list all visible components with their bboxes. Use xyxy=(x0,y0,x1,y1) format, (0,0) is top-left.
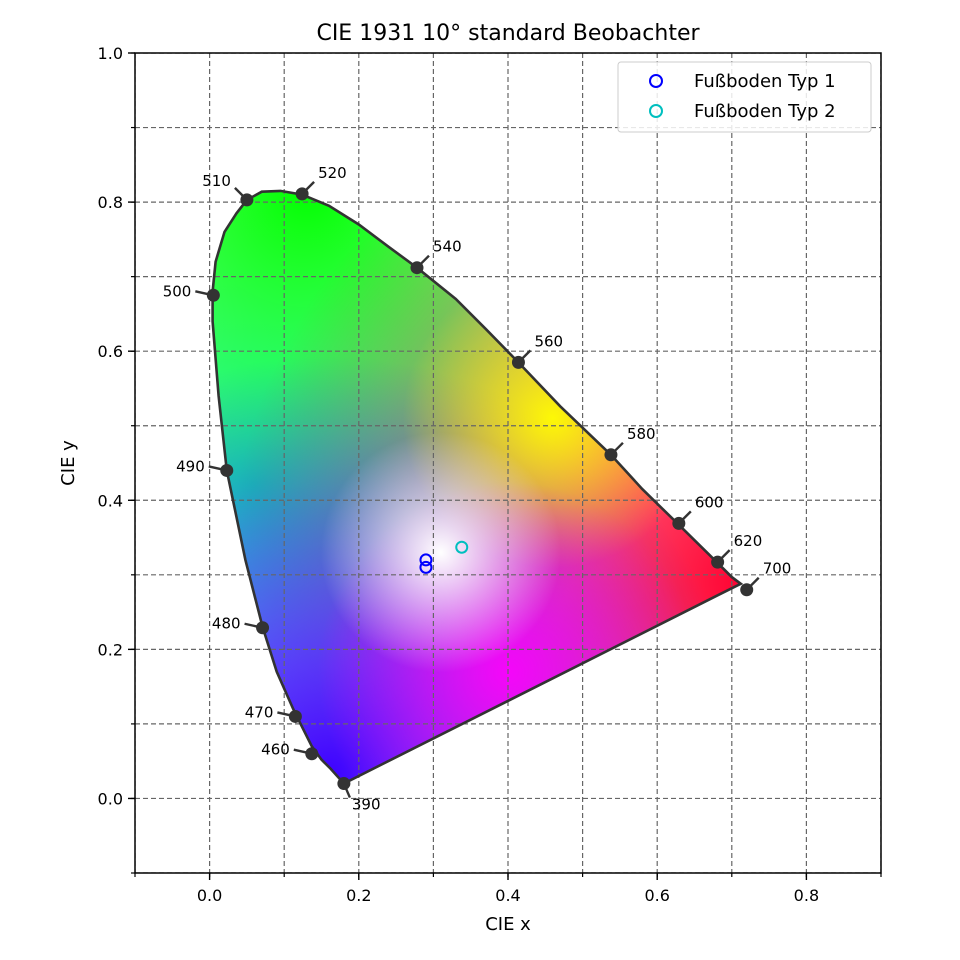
wavelength-marker: 480 xyxy=(212,615,270,635)
wavelength-label: 620 xyxy=(734,532,763,550)
legend-label-series-2: Fußboden Typ 2 xyxy=(694,101,836,122)
wavelength-dot xyxy=(220,463,234,477)
wavelength-marker: 540 xyxy=(410,238,462,275)
wavelength-label: 490 xyxy=(176,457,205,475)
wavelength-label: 390 xyxy=(352,796,381,814)
legend-frame xyxy=(617,61,872,133)
x-tick-label: 0.0 xyxy=(197,886,222,905)
wavelength-dot xyxy=(511,355,525,369)
legend-label-series-1: Fußboden Typ 1 xyxy=(694,71,836,92)
wavelength-marker: 500 xyxy=(163,282,220,302)
wavelength-dot xyxy=(206,288,220,302)
y-axis-label: CIE y xyxy=(58,440,79,486)
legend-marker-series-2 xyxy=(649,104,663,118)
x-axis: 0.0 0.2 0.4 0.6 0.8 xyxy=(134,873,882,905)
wavelength-marker: 580 xyxy=(604,425,656,462)
wavelength-label: 580 xyxy=(627,425,656,443)
data-points xyxy=(419,540,469,574)
wavelength-label: 520 xyxy=(318,164,347,182)
wavelength-label: 510 xyxy=(202,172,231,190)
y-axis: 0.0 0.2 0.4 0.6 0.8 1.0 xyxy=(98,44,135,874)
x-tick-label: 0.2 xyxy=(346,886,371,905)
legend-marker-series-1 xyxy=(649,74,663,88)
wavelength-marker: 560 xyxy=(511,332,563,369)
wavelength-label: 470 xyxy=(245,703,274,721)
wavelength-label: 560 xyxy=(534,332,563,350)
x-tick-label: 0.6 xyxy=(644,886,669,905)
wavelength-dot xyxy=(740,583,754,597)
wavelength-label: 540 xyxy=(433,238,462,256)
wavelength-marker: 620 xyxy=(711,532,762,569)
y-tick-label: 0.4 xyxy=(98,491,123,510)
wavelength-dot xyxy=(337,777,351,791)
wavelength-label: 460 xyxy=(261,741,290,759)
wavelength-dot xyxy=(305,747,319,761)
wavelength-dot xyxy=(256,621,270,635)
wavelength-marker: 490 xyxy=(176,457,234,477)
wavelength-label: 700 xyxy=(763,560,792,578)
y-tick-label: 0.2 xyxy=(98,640,123,659)
data-point-series-2 xyxy=(455,540,469,554)
wavelength-dot xyxy=(672,516,686,530)
wavelength-dot xyxy=(240,193,254,207)
wavelength-label: 600 xyxy=(695,493,724,511)
wavelength-dot xyxy=(711,555,725,569)
x-axis-label: CIE x xyxy=(485,914,531,935)
wavelength-dot xyxy=(288,709,302,723)
data-point-series-1 xyxy=(419,553,433,567)
wavelength-dot xyxy=(604,448,618,462)
wavelength-marker: 600 xyxy=(672,493,723,530)
wavelength-marker: 520 xyxy=(295,164,347,201)
data-point-series-1 xyxy=(419,560,433,574)
x-tick-label: 0.8 xyxy=(794,886,819,905)
y-tick-label: 0.6 xyxy=(98,342,123,361)
wavelength-dot xyxy=(410,261,424,275)
wavelength-marker: 470 xyxy=(245,703,302,723)
wavelength-marker: 460 xyxy=(261,741,319,761)
x-tick-label: 0.4 xyxy=(495,886,520,905)
spectral-locus-line xyxy=(211,189,744,786)
y-tick-label: 1.0 xyxy=(98,44,123,63)
grid-lines xyxy=(135,53,881,873)
wavelength-marker: 390 xyxy=(337,777,381,814)
wavelength-dot xyxy=(295,187,309,201)
chart-title: CIE 1931 10° standard Beobachter xyxy=(316,21,700,46)
y-tick-label: 0.8 xyxy=(98,193,123,212)
legend: Fußboden Typ 1 Fußboden Typ 2 xyxy=(617,61,872,133)
wavelength-markers: 390 460 470 480 490 500 510 520 540 560 580 600 6207… xyxy=(163,164,792,814)
wavelength-marker: 510 xyxy=(202,172,254,207)
wavelength-label: 500 xyxy=(163,282,192,300)
wavelength-label: 480 xyxy=(212,615,241,633)
y-tick-label: 0.0 xyxy=(98,789,123,808)
wavelength-marker: 700 xyxy=(740,560,791,597)
